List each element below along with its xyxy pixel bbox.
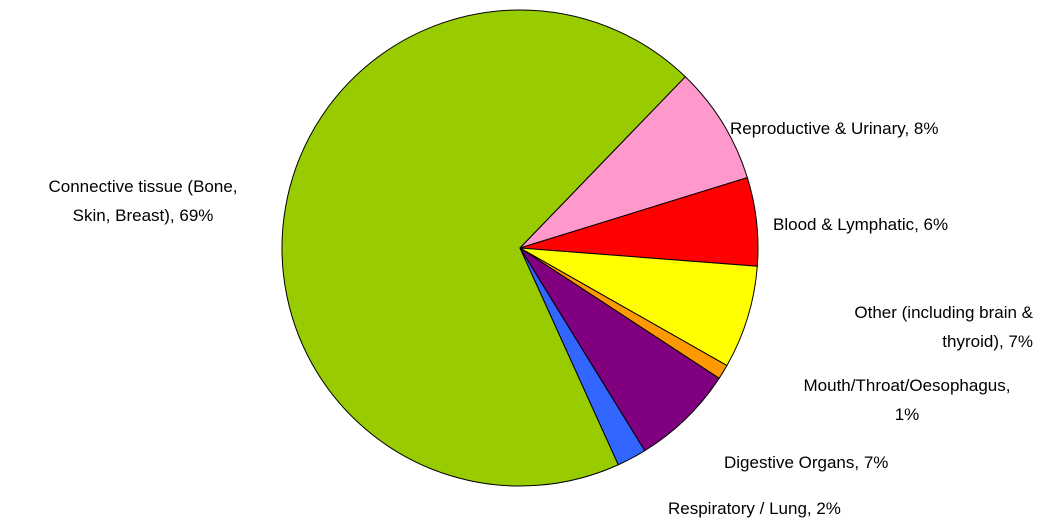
slice-label: Blood & Lymphatic, 6% xyxy=(773,215,948,234)
label-line: Respiratory / Lung, 2% xyxy=(668,499,841,518)
pie-slice xyxy=(519,247,758,367)
label-line: Other (including brain & xyxy=(854,303,1033,322)
pie-slice xyxy=(519,76,748,249)
slice-label: Connective tissue (Bone, Skin, Breast), 6… xyxy=(49,177,238,225)
label-line: Connective tissue (Bone, xyxy=(49,177,238,196)
slice-label: Respiratory / Lung, 2% xyxy=(668,499,841,518)
label-line: Skin, Breast), 69% xyxy=(73,206,214,225)
slice-label: Other (including brain & thyroid), 7% xyxy=(854,303,1033,351)
label-line: Mouth/Throat/Oesophagus, xyxy=(804,376,1011,395)
slice-label: Mouth/Throat/Oesophagus, 1% xyxy=(804,376,1011,424)
label-line: Blood & Lymphatic, 6% xyxy=(773,215,948,234)
label-line: Digestive Organs, 7% xyxy=(724,453,888,472)
label-line: thyroid), 7% xyxy=(942,332,1033,351)
pie-slice xyxy=(519,247,720,452)
slice-label: Reproductive & Urinary, 8% xyxy=(730,119,939,138)
label-line: Reproductive & Urinary, 8% xyxy=(730,119,939,138)
pie-slice xyxy=(519,247,646,466)
pie-slice xyxy=(281,9,687,487)
slice-label: Digestive Organs, 7% xyxy=(724,453,888,472)
label-line: 1% xyxy=(895,405,920,424)
